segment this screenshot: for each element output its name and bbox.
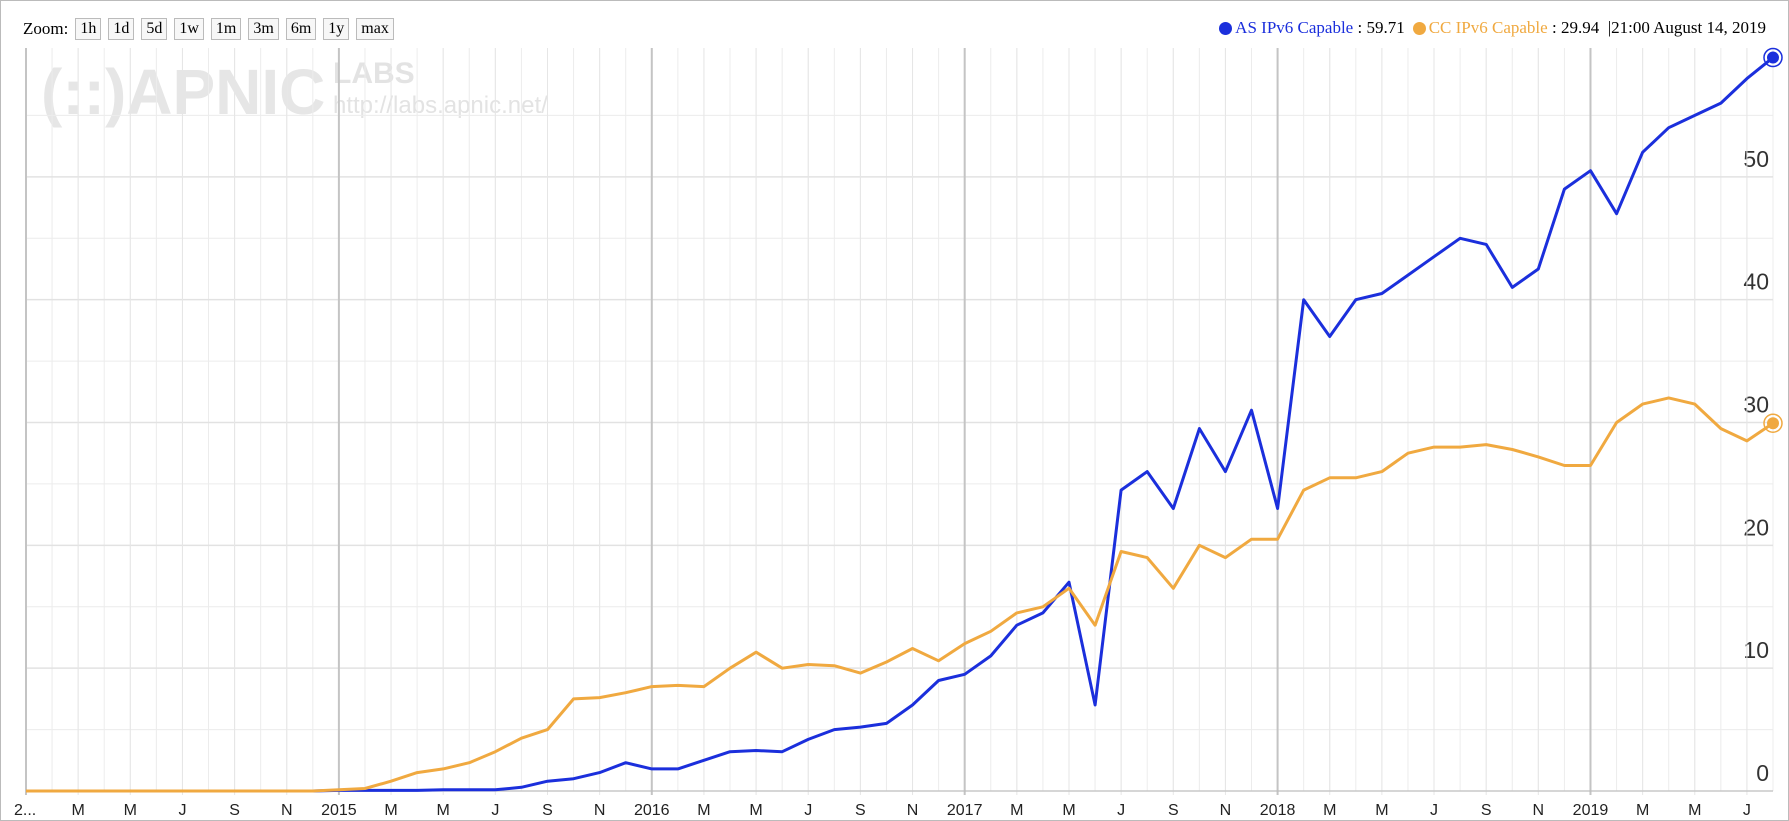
y-tick-label: 20 [1743,514,1769,540]
y-tick-label: 0 [1756,760,1769,786]
x-tick-label: M [749,802,762,819]
x-tick-label: J [1430,802,1438,819]
end-marker [1767,417,1779,430]
x-tick-label: S [855,802,866,819]
x-tick-label: M [71,802,84,819]
end-marker-ring [1763,47,1783,68]
x-tick-label: S [1168,802,1179,819]
x-tick-label: 2... [14,802,36,819]
x-tick-label: N [1533,802,1545,819]
series-line [26,396,1774,793]
zoom-button[interactable]: 3m [248,18,279,40]
watermark-logo: (::)APNIC [41,56,325,128]
end-marker-ring [1763,413,1783,433]
watermark-url: http://labs.apnic.net/ [333,92,548,119]
zoom-label: Zoom: [23,19,69,38]
x-tick-label: M [1010,802,1023,819]
y-tick-label: 10 [1743,637,1769,663]
x-tick-label: J [178,802,186,819]
zoom-button[interactable]: 1m [210,18,242,40]
x-tick-label: M [1323,802,1336,819]
watermark-labs: LABS [333,57,415,90]
y-tick-label: 50 [1743,146,1769,172]
zoom-button[interactable]: 1d [108,18,135,40]
x-tick-label: 2016 [634,802,670,819]
x-tick-label: M [1062,802,1075,819]
x-tick-label: M [697,802,710,819]
zoom-bar: Zoom: 1h 1d 5d 1w 1m 3m 6m 1y max [23,18,394,40]
x-tick-label: M [437,802,450,819]
x-tick-label: S [542,802,553,819]
zoom-button[interactable]: 1y [323,18,350,40]
x-tick-label: 2015 [321,802,357,819]
legend-value: 59.71 [1366,18,1405,37]
x-tick-label: J [804,802,812,819]
legend-separator: : [1547,18,1561,37]
x-tick-label: N [594,802,606,819]
x-tick-label: M [1688,802,1701,819]
legend-separator: | [1599,18,1612,37]
legend-name: AS IPv6 Capable [1235,18,1354,37]
legend-name: CC IPv6 Capable [1428,18,1548,37]
zoom-button[interactable]: 1w [174,18,204,40]
series-line [26,56,1774,793]
end-marker [1767,51,1779,64]
y-tick-label: 40 [1743,269,1769,295]
zoom-button[interactable]: max [356,18,394,40]
zoom-button[interactable]: 5d [141,18,168,40]
legend-value: 29.94 [1560,18,1600,37]
x-tick-label: 2019 [1573,802,1609,819]
x-tick-label: N [907,802,919,819]
legend-separator: : [1353,18,1367,37]
x-tick-label: M [1636,802,1649,819]
legend-dot [1412,21,1426,35]
y-tick-label: 30 [1743,392,1769,418]
x-tick-label: M [124,802,137,819]
zoom-button[interactable]: 6m [285,18,317,40]
legend: AS IPv6 Capable : 59.71 CC IPv6 Capable :… [1211,18,1766,38]
x-tick-label: N [281,802,293,819]
x-tick-label: J [1117,802,1125,819]
x-tick-label: 2017 [947,802,983,819]
x-tick-label: N [1220,802,1232,819]
x-tick-label: 2018 [1260,802,1296,819]
x-tick-label: J [1743,802,1751,819]
zoom-button[interactable]: 1h [75,18,102,40]
x-tick-label: M [1375,802,1388,819]
x-tick-label: S [229,802,240,819]
legend-time: 21:00 August 14, 2019 [1611,18,1766,37]
legend-dot [1219,21,1233,35]
x-tick-label: M [384,802,397,819]
x-tick-label: S [1481,802,1492,819]
x-tick-label: J [491,802,499,819]
